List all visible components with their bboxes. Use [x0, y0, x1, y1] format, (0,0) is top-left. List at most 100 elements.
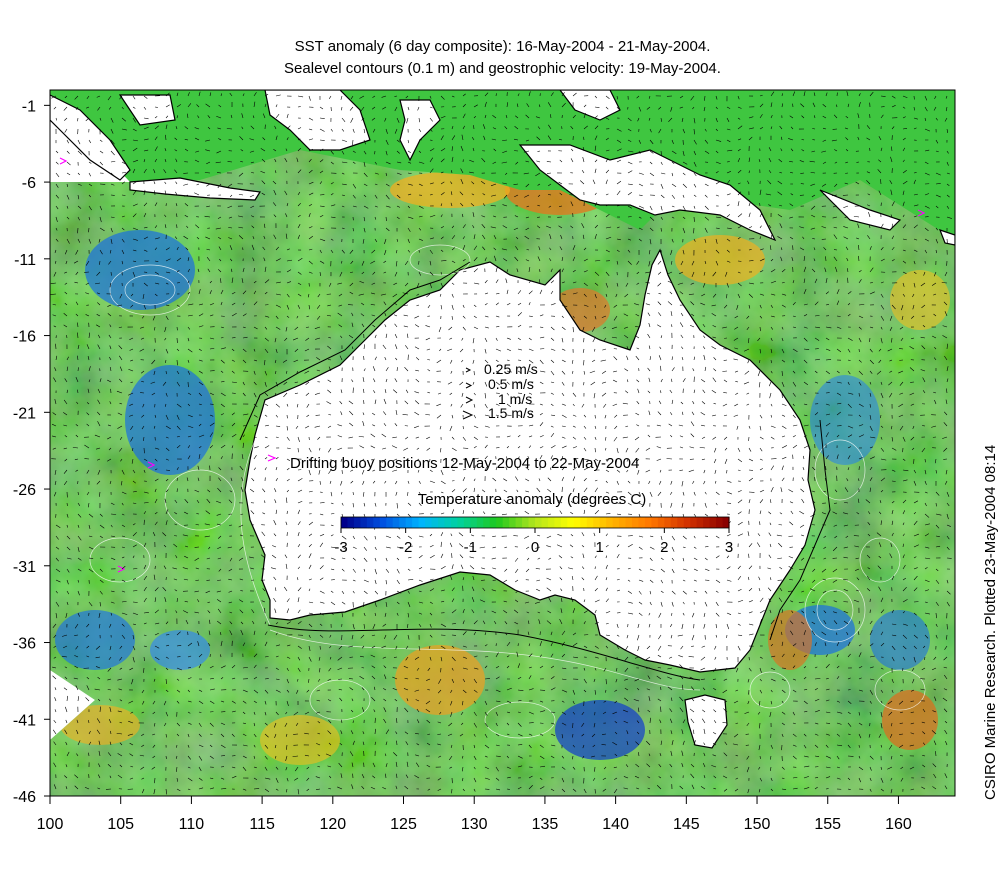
velocity-arrow [64, 95, 68, 99]
velocity-arrow [165, 733, 167, 738]
velocity-arrow [539, 454, 543, 460]
velocity-arrow [572, 642, 578, 647]
velocity-arrow [143, 95, 148, 99]
velocity-arrow [88, 194, 92, 198]
velocity-arrow [798, 601, 805, 603]
velocity-arrow [803, 744, 807, 749]
velocity-arrow [405, 389, 409, 394]
velocity-arrow [53, 656, 57, 659]
velocity-arrow [506, 446, 509, 449]
velocity-arrow [429, 623, 432, 628]
velocity-arrow [670, 260, 673, 265]
velocity-arrow [273, 189, 277, 196]
velocity-arrow [902, 159, 905, 163]
velocity-arrow [110, 730, 112, 735]
velocity-arrow [737, 599, 744, 603]
velocity-arrow [594, 645, 599, 649]
velocity-arrow [308, 601, 314, 604]
velocity-arrow [737, 458, 743, 463]
velocity-arrow [658, 355, 662, 361]
velocity-arrow [616, 139, 622, 143]
velocity-arrow [132, 159, 139, 163]
velocity-arrow [217, 216, 222, 219]
velocity-arrow [920, 688, 926, 691]
velocity-arrow [517, 337, 521, 341]
velocity-arrow [789, 236, 794, 240]
velocity-arrow [129, 414, 134, 417]
velocity-arrow [341, 260, 343, 264]
velocity-arrow [558, 225, 563, 229]
velocity-arrow [528, 280, 532, 284]
velocity-arrow [869, 359, 874, 365]
velocity-arrow [537, 126, 541, 130]
velocity-arrow [251, 244, 255, 251]
velocity-arrow [440, 601, 445, 603]
velocity-arrow [154, 554, 157, 559]
velocity-arrow [275, 315, 279, 319]
velocity-arrow [154, 146, 158, 152]
velocity-arrow [737, 645, 741, 651]
velocity-arrow [539, 665, 544, 669]
velocity-arrow [341, 535, 347, 540]
velocity-arrow [363, 502, 366, 507]
velocity-arrow [154, 622, 160, 625]
velocity-arrow [121, 480, 123, 486]
velocity-arrow [667, 686, 673, 691]
velocity-arrow [748, 293, 754, 298]
velocity-arrow [363, 557, 368, 563]
velocity-arrow [141, 711, 145, 714]
velocity-arrow [810, 183, 816, 186]
velocity-arrow [403, 458, 409, 462]
velocity-arrow [548, 124, 552, 130]
velocity-arrow [913, 556, 917, 559]
velocity-arrow [637, 117, 640, 122]
velocity-arrow [909, 392, 915, 396]
velocity-arrow [920, 336, 926, 339]
velocity-arrow [660, 365, 662, 372]
velocity-arrow [107, 304, 112, 307]
velocity-arrow [600, 359, 607, 362]
velocity-arrow [121, 161, 126, 164]
velocity-arrow [781, 281, 785, 284]
velocity-arrow [858, 666, 863, 669]
velocity-arrow [218, 104, 222, 108]
velocity-arrow [583, 467, 589, 471]
velocity-arrow [374, 205, 378, 208]
velocity-arrow [274, 733, 277, 738]
velocity-arrow [96, 314, 101, 317]
velocity-arrow [55, 579, 61, 583]
velocity-arrow [319, 181, 323, 185]
velocity-arrow [572, 245, 576, 251]
velocity-arrow [209, 392, 214, 396]
velocity-arrow [198, 370, 203, 374]
velocity-arrow [394, 95, 398, 97]
velocity-arrow [253, 700, 257, 704]
velocity-arrow [129, 403, 134, 406]
velocity-arrow [249, 138, 255, 141]
velocity-arrow [54, 249, 57, 253]
velocity-arrow [880, 597, 884, 603]
velocity-arrow [297, 521, 301, 526]
velocity-arrow [748, 127, 754, 130]
velocity-arrow [649, 216, 655, 221]
velocity-arrow [682, 740, 685, 746]
velocity-arrow [638, 513, 641, 518]
velocity-arrow [130, 304, 134, 308]
velocity-arrow [699, 446, 706, 449]
velocity-arrow [548, 597, 552, 603]
velocity-arrow [228, 568, 233, 572]
velocity-arrow [902, 634, 908, 639]
velocity-arrow [660, 686, 662, 691]
velocity-arrow [825, 92, 828, 97]
velocity-arrow [110, 601, 115, 604]
velocity-arrow [890, 543, 893, 548]
velocity-arrow [868, 225, 871, 229]
velocity-arrow [473, 425, 479, 429]
velocity-arrow [495, 370, 501, 374]
velocity-arrow [382, 344, 387, 350]
velocity-arrow [689, 676, 695, 680]
velocity-arrow [197, 115, 200, 119]
velocity-arrow [462, 458, 468, 461]
velocity-arrow [440, 565, 446, 570]
velocity-arrow [383, 665, 387, 669]
